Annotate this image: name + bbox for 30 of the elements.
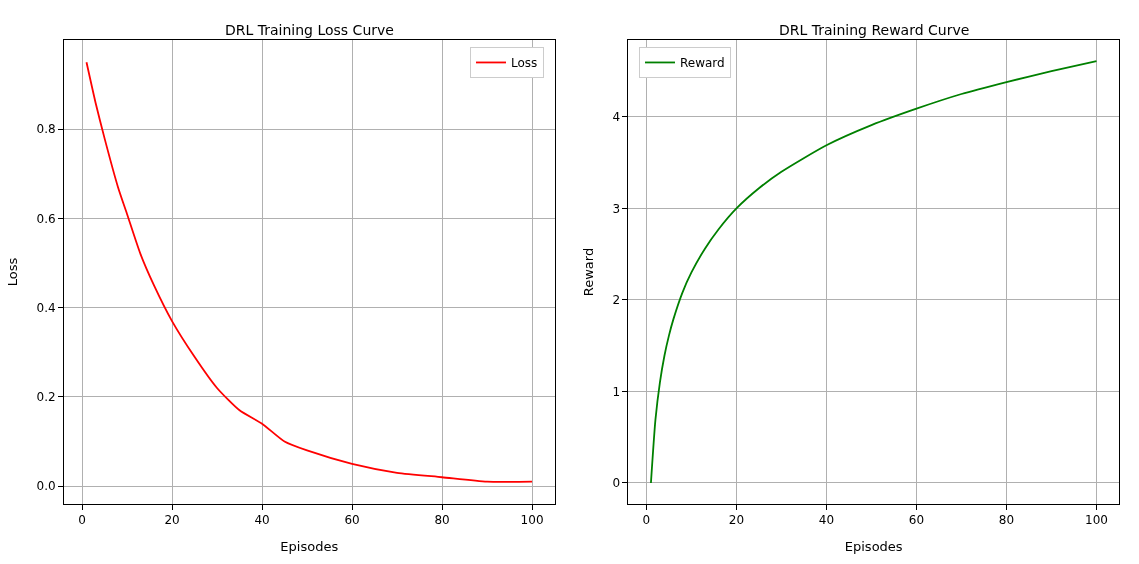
x-tick-label: 60 [908, 513, 925, 528]
y-tick-label: 0.0 [36, 479, 56, 494]
x-tick-label: 100 [520, 513, 544, 528]
x-axis-title: Episodes [844, 539, 903, 554]
x-tick-label: 80 [434, 513, 450, 528]
y-tick-label: 2 [612, 293, 621, 308]
y-tick-label: 0 [612, 476, 621, 491]
x-tick-label: 40 [818, 513, 835, 528]
x-axis-title: Episodes [280, 539, 339, 554]
x-tick-label: 40 [254, 513, 270, 528]
y-axis-title: Reward [581, 247, 597, 297]
x-tick-label: 20 [164, 513, 180, 528]
y-axis-title: Loss [5, 257, 21, 287]
y-tick-label: 0.2 [36, 390, 56, 405]
y-tick-label: 4 [612, 110, 621, 125]
y-tick-label: 0.8 [36, 122, 56, 137]
y-tick-label: 1 [612, 384, 621, 399]
legend-label: Reward [679, 56, 725, 71]
x-tick-label: 0 [642, 513, 651, 528]
x-tick-label: 0 [78, 513, 86, 528]
y-tick-label: 0.4 [36, 300, 56, 315]
x-tick-label: 60 [344, 513, 360, 528]
y-tick-label: 0.6 [36, 211, 56, 226]
x-tick-label: 100 [1085, 513, 1108, 528]
legend-label: Loss [511, 56, 538, 71]
x-tick-label: 80 [998, 513, 1015, 528]
chart-title: DRL Training Loss Curve [225, 22, 394, 38]
y-tick-label: 3 [612, 201, 621, 216]
chart-title: DRL Training Reward Curve [779, 22, 970, 38]
x-tick-label: 20 [728, 513, 745, 528]
